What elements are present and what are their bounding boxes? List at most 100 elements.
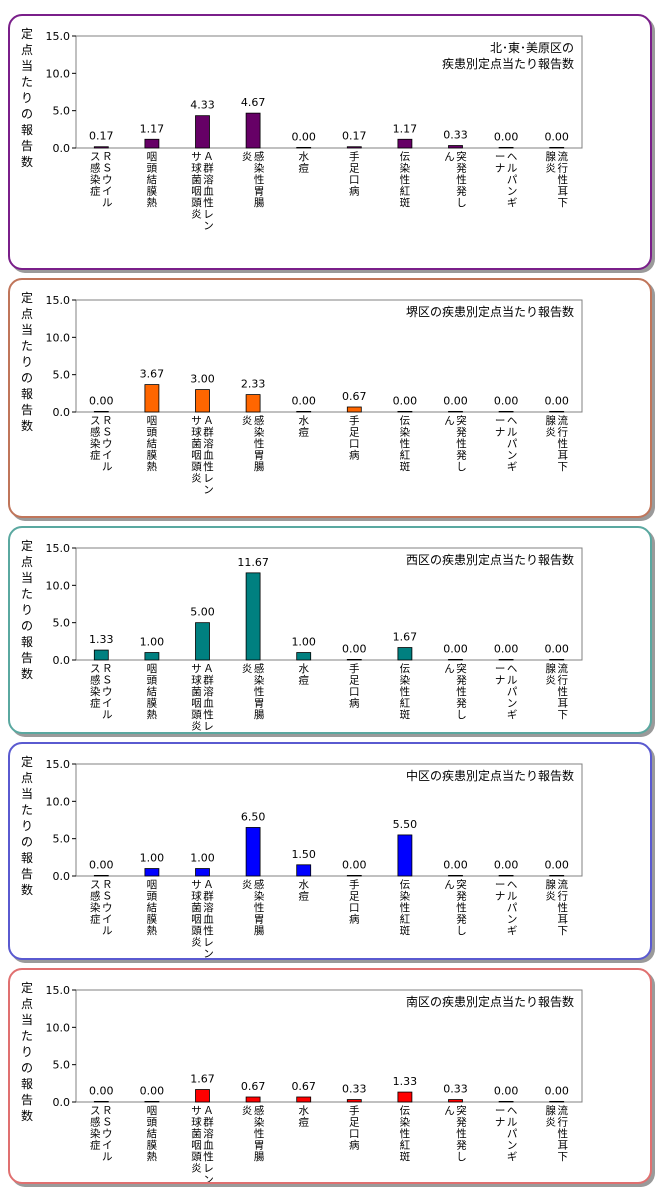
category-label: Ａ群溶血性レン [203, 1105, 214, 1182]
category-label: 突発性発し [456, 414, 467, 473]
bar [144, 1100, 160, 1103]
category-label: 腺炎 [545, 1104, 556, 1129]
data-label: 5.50 [393, 818, 418, 831]
data-label: 0.00 [443, 394, 468, 407]
data-label: 0.67 [342, 390, 367, 403]
category-label: ス感染症 [90, 415, 101, 462]
category-label: サ球菌咽頭炎 [191, 415, 202, 485]
category-label: ＲＳウイル [102, 415, 113, 473]
category-label: ーナ [495, 151, 506, 175]
data-label: 0.00 [89, 394, 114, 407]
bar-chart: 0.0 5.0 10.0 15.0 堺区の疾患別定点当たり報告数 0.00 ＲＳウイルス感染… [46, 294, 583, 496]
data-label: 1.50 [291, 848, 316, 861]
category-label: 水痘 [298, 663, 309, 687]
category-label: 突発性発し [456, 150, 467, 209]
bar [346, 874, 362, 877]
bar [397, 138, 413, 149]
bar [549, 1100, 565, 1103]
bar [397, 647, 413, 661]
data-label: 0.00 [494, 130, 519, 143]
bar [296, 1096, 312, 1103]
category-label: ん [444, 415, 455, 427]
bar [245, 827, 261, 877]
category-label: 炎 [242, 879, 253, 891]
category-label: 流行性耳下 [557, 1104, 568, 1163]
y-tick-label: 10.0 [46, 67, 71, 80]
category-label: 咽頭結膜熱 [147, 879, 158, 937]
category-label: ＲＳウイル [102, 1105, 113, 1163]
bar [195, 868, 210, 877]
category-label: ＲＳウイル [102, 879, 113, 937]
category-label: 伝染性紅斑 [400, 879, 411, 937]
bar [195, 389, 210, 413]
category-label: 咽頭結膜熱 [147, 1105, 158, 1163]
y-tick-label: 10.0 [46, 795, 71, 808]
y-tick-label: 5.0 [53, 105, 71, 118]
data-label: 0.00 [393, 394, 418, 407]
data-label: 0.00 [544, 642, 569, 655]
y-tick-label: 10.0 [46, 1021, 71, 1034]
chart-title: 堺区の疾患別定点当たり報告数 [406, 304, 574, 319]
category-label: ーナ [495, 879, 506, 903]
data-label: 3.67 [140, 368, 165, 381]
data-label: 1.17 [140, 122, 165, 135]
category-label: サ球菌咽頭炎 [191, 151, 202, 221]
data-label: 0.00 [443, 642, 468, 655]
y-tick-label: 0.0 [53, 406, 71, 419]
y-tick-label: 5.0 [53, 617, 71, 630]
category-label: 炎 [242, 151, 253, 163]
data-label: 0.17 [342, 130, 367, 143]
data-label: 4.67 [241, 96, 266, 109]
data-label: 0.00 [544, 858, 569, 871]
category-label: 伝染性紅斑 [400, 151, 411, 209]
data-label: 1.00 [140, 636, 165, 649]
bar-chart: 0.0 5.0 10.0 15.0 南区の疾患別定点当たり報告数 0.00 ＲＳウイルス感染… [46, 984, 583, 1182]
category-label: 手足口病 [349, 414, 360, 462]
category-label: ス感染症 [90, 879, 101, 926]
data-label: 0.67 [241, 1080, 266, 1093]
y-tick-label: 5.0 [53, 369, 71, 382]
category-label: 手足口病 [349, 878, 360, 926]
category-label: ス感染症 [90, 663, 101, 710]
data-label: 0.33 [443, 1083, 468, 1096]
bar [448, 874, 463, 877]
category-label: 腺炎 [545, 150, 556, 175]
category-label: 咽頭結膜熱 [147, 151, 158, 209]
category-label: ん [444, 663, 455, 675]
category-label: ん [444, 879, 455, 891]
bar [296, 146, 312, 149]
category-label: ス感染症 [90, 1105, 101, 1152]
bar [397, 1091, 413, 1103]
data-label: 6.50 [241, 810, 266, 823]
category-label: 咽頭結膜熱 [147, 415, 158, 473]
bar [498, 874, 514, 877]
category-label: ヘルパンギ [507, 415, 518, 473]
data-label: 1.00 [291, 636, 316, 649]
category-label: ーナ [495, 415, 506, 439]
data-label: 1.67 [190, 1073, 215, 1086]
category-label: ん [444, 151, 455, 163]
chart-panel-nishi: 定点当たりの報告数 0.0 5.0 10.0 15.0 西区の疾患別定点当たり報告数 1.… [8, 526, 652, 734]
bar [144, 652, 160, 661]
category-label: 手足口病 [349, 150, 360, 198]
category-label: 感染性胃腸 [254, 150, 265, 209]
data-label: 1.00 [140, 852, 165, 865]
data-label: 2.33 [241, 378, 266, 391]
category-label: 炎 [242, 1105, 253, 1117]
bar [93, 649, 109, 661]
y-tick-label: 0.0 [53, 654, 71, 667]
category-label: ーナ [495, 1105, 506, 1129]
category-label: サ球菌咽頭炎 [191, 1105, 202, 1175]
category-label: ーナ [495, 663, 506, 687]
data-label: 0.00 [342, 642, 367, 655]
category-label: 流行性耳下 [557, 414, 568, 473]
category-label: 腺炎 [545, 662, 556, 687]
bar [549, 658, 565, 661]
y-tick-label: 5.0 [53, 1059, 71, 1072]
category-label: ヘルパンギ [507, 879, 518, 937]
category-label: 水痘 [298, 151, 309, 175]
category-label: Ａ群溶血性レン [203, 663, 214, 732]
category-label: 感染性胃腸 [254, 878, 265, 937]
bar [498, 1100, 514, 1103]
